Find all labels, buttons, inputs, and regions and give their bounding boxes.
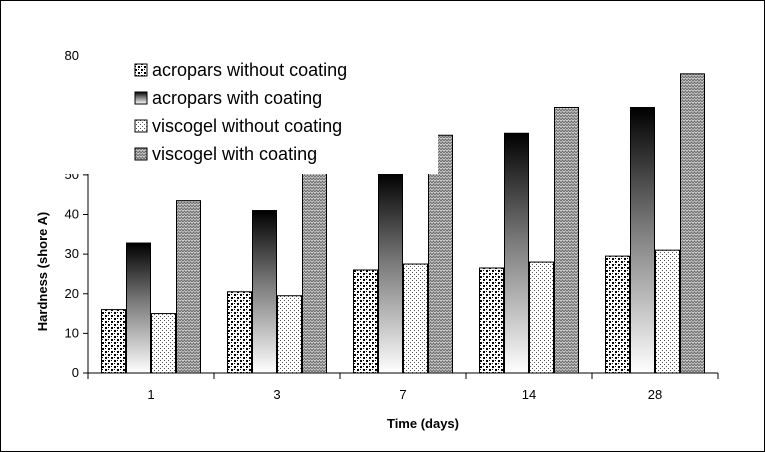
bar-acropars-with-coating-day-14 (504, 132, 529, 374)
legend-swatch-viscogel-with-coating (134, 147, 148, 161)
y-axis-title: Hardness (shore A) (35, 212, 50, 331)
bar-viscogel-with-coating-day-1 (176, 200, 201, 374)
y-tick-label: 10 (65, 325, 79, 340)
bar-acropars-without-coating-day-1 (101, 309, 126, 374)
bar-viscogel-with-coating-day-3 (302, 168, 327, 374)
bar-viscogel-without-coating-day-1 (151, 313, 176, 374)
y-tick-label: 30 (65, 246, 79, 261)
legend-label-viscogel-without-coating: viscogel without coating (152, 116, 342, 136)
y-tick-label: 0 (72, 365, 79, 380)
x-tick-label: 1 (147, 387, 154, 402)
bar-acropars-without-coating-day-28 (605, 255, 630, 374)
x-tick-label: 28 (648, 387, 662, 402)
bar-viscogel-without-coating-day-14 (529, 261, 554, 374)
legend-swatch-acropars-without-coating (134, 63, 148, 77)
y-tick-label: 40 (65, 207, 79, 222)
x-tick-label: 3 (273, 387, 280, 402)
bar-viscogel-without-coating-day-7 (403, 263, 428, 374)
bar-acropars-without-coating-day-7 (353, 269, 378, 374)
x-axis-title: Time (days) (387, 416, 459, 431)
legend-swatch-viscogel-without-coating (134, 119, 148, 133)
x-tick-label: 7 (399, 387, 406, 402)
legend-label-acropars-with-coating: acropars with coating (152, 88, 322, 108)
bar-acropars-without-coating-day-14 (479, 267, 504, 374)
bar-acropars-with-coating-day-28 (630, 107, 655, 374)
y-tick-label: 20 (65, 286, 79, 301)
y-tick-label-top: 80 (65, 48, 79, 63)
legend-label-viscogel-with-coating: viscogel with coating (152, 144, 317, 164)
bar-viscogel-with-coating-day-14 (554, 107, 579, 374)
bar-viscogel-with-coating-day-28 (680, 73, 705, 374)
bar-viscogel-without-coating-day-3 (277, 295, 302, 374)
bar-viscogel-without-coating-day-28 (655, 249, 680, 374)
legend-box (60, 52, 438, 174)
legend-swatch-acropars-with-coating (134, 91, 148, 105)
x-tick-label: 14 (522, 387, 536, 402)
legend-label-acropars-without-coating: acropars without coating (152, 60, 347, 80)
bar-acropars-with-coating-day-3 (252, 210, 277, 374)
bar-acropars-with-coating-day-7 (378, 172, 403, 374)
bar-acropars-with-coating-day-1 (126, 242, 151, 374)
bar-acropars-without-coating-day-3 (227, 291, 252, 374)
